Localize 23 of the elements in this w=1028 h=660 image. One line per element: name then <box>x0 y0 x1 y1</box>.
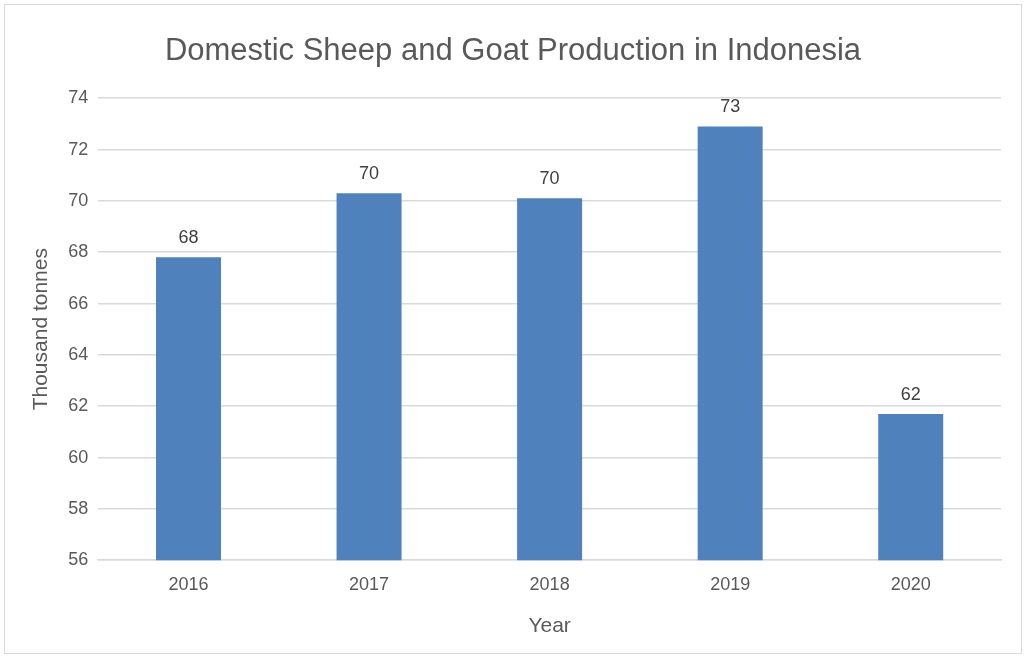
data-label: 62 <box>900 383 921 404</box>
x-tick-label: 2020 <box>890 573 931 594</box>
chart-title: Domestic Sheep and Goat Production in Indonesia <box>164 32 862 68</box>
data-label: 68 <box>178 227 199 248</box>
y-tick-label: 64 <box>68 343 89 364</box>
x-tick-label: 2017 <box>349 573 390 594</box>
data-label: 70 <box>539 168 560 189</box>
x-tick-label: 2018 <box>529 573 570 594</box>
y-tick-label: 66 <box>68 292 89 313</box>
y-tick-label: 58 <box>68 497 89 518</box>
y-axis-title: Thousand tonnes <box>28 248 52 411</box>
data-label: 73 <box>720 96 741 117</box>
y-tick-label: 70 <box>68 189 89 210</box>
data-label: 70 <box>359 163 380 184</box>
x-tick-label: 2019 <box>710 573 751 594</box>
y-tick-label: 60 <box>68 446 89 467</box>
y-tick-label: 56 <box>68 549 89 570</box>
y-tick-label: 68 <box>68 241 89 262</box>
x-axis-title: Year <box>528 613 571 637</box>
y-tick-label: 62 <box>68 395 89 416</box>
y-tick-label: 72 <box>68 138 89 159</box>
y-tick-label: 74 <box>68 87 89 108</box>
x-tick-label: 2016 <box>168 573 209 594</box>
